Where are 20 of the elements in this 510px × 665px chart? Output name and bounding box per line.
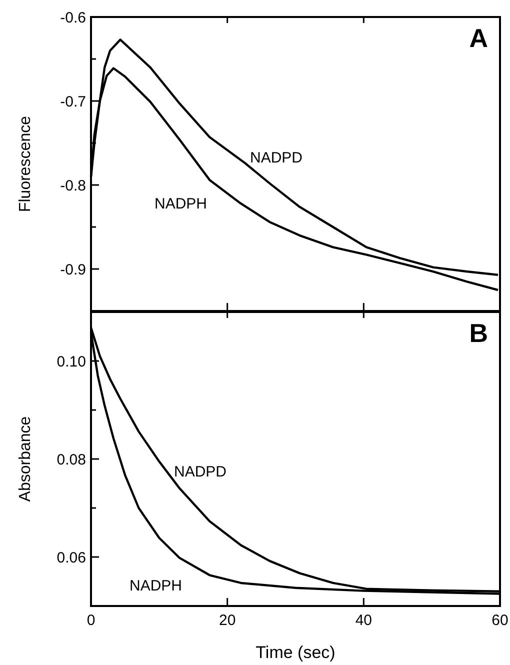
x-tick-label: 40 [355,612,372,629]
series-label: NADPD [174,463,227,480]
x-tick-label: 0 [86,612,96,629]
x-tick-label: 60 [492,612,508,629]
series-label: NADPH [154,195,207,212]
y-tick-label: -0.9 [60,261,86,278]
x-axis-title: Time (sec) [256,643,336,662]
annotation: A [469,23,488,53]
y-tick-label: -0.7 [60,93,86,110]
series-label: NADPH [129,577,182,594]
x-tick-label: 20 [218,612,236,629]
y-tick-label: 0.06 [56,549,86,566]
y-axis-title: Fluorescence [17,116,34,212]
y-tick-label: -0.6 [60,9,86,26]
y-tick-label: 0.10 [56,353,86,370]
y-tick-label: 0.08 [56,451,86,468]
series-label: NADPD [250,149,303,166]
y-tick-label: -0.8 [60,177,86,194]
annotation: B [469,318,488,348]
y-axis-title: Absorbance [17,416,34,502]
